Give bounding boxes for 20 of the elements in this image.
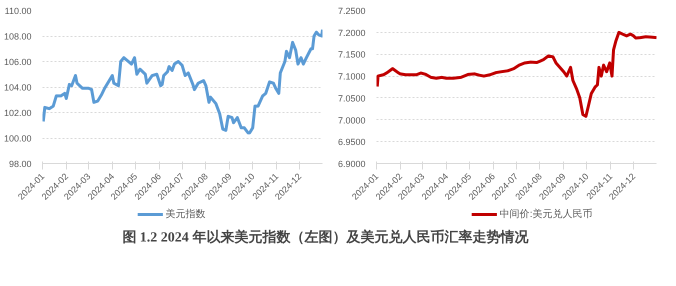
legend-label: 中间价:美元兑人民币 xyxy=(500,208,592,220)
y-tick-label: 100.00 xyxy=(4,134,32,144)
text: 图 1.2 2024 年以来美元指数（左图）及美元兑人民币汇率走势情况 xyxy=(122,228,530,246)
y-tick-label: 98.00 xyxy=(8,159,32,169)
y-tick-label: 7.2500 xyxy=(338,6,366,16)
line-series xyxy=(42,28,322,134)
y-tick-label: 7.0500 xyxy=(338,93,366,104)
y-tick-label: 7.2000 xyxy=(338,28,366,38)
y-tick-label: 7.1500 xyxy=(338,50,366,60)
line-series xyxy=(376,30,656,118)
y-tick-label: 106.00 xyxy=(4,57,32,67)
legend-label: 美元指数 xyxy=(166,208,206,220)
y-tick-label: 108.00 xyxy=(4,32,32,42)
y-tick-label: 102.00 xyxy=(4,108,32,118)
y-tick-label: 6.9000 xyxy=(338,159,366,169)
y-tick-label: 7.0000 xyxy=(338,115,366,126)
y-tick-label: 7.1000 xyxy=(338,72,366,82)
y-tick-label: 104.00 xyxy=(4,82,32,92)
y-tick-label: 110.00 xyxy=(4,6,32,16)
y-tick-label: 6.9500 xyxy=(338,137,366,148)
